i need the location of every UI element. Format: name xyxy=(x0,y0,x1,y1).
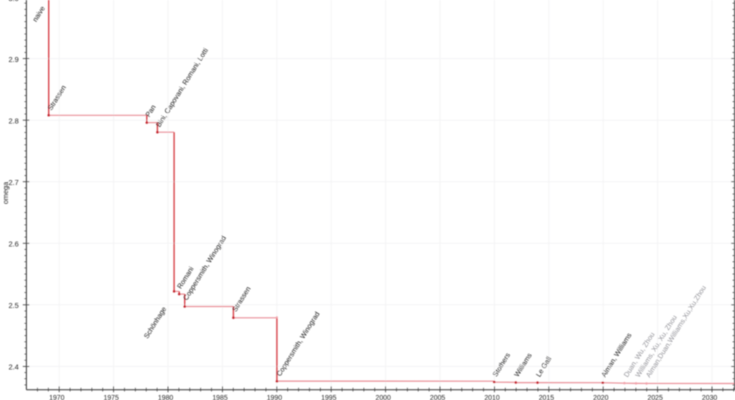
svg-text:2010: 2010 xyxy=(484,395,499,400)
svg-text:2025: 2025 xyxy=(648,395,663,400)
svg-text:2.7: 2.7 xyxy=(9,178,19,187)
svg-text:2.5: 2.5 xyxy=(9,301,19,310)
svg-text:2.8: 2.8 xyxy=(9,116,19,125)
svg-text:2005: 2005 xyxy=(430,395,445,400)
svg-text:3.0: 3.0 xyxy=(9,0,19,3)
svg-text:omega: omega xyxy=(1,181,10,204)
svg-text:2030: 2030 xyxy=(702,395,717,400)
svg-text:2015: 2015 xyxy=(539,395,554,400)
svg-text:2.9: 2.9 xyxy=(9,55,19,64)
svg-text:1995: 1995 xyxy=(321,395,336,400)
svg-text:1975: 1975 xyxy=(104,395,119,400)
svg-text:2.4: 2.4 xyxy=(9,363,19,372)
svg-text:1970: 1970 xyxy=(49,395,64,400)
svg-text:2020: 2020 xyxy=(593,395,608,400)
svg-text:2000: 2000 xyxy=(376,395,391,400)
svg-text:1980: 1980 xyxy=(158,395,173,400)
svg-text:1985: 1985 xyxy=(212,395,227,400)
svg-text:2.6: 2.6 xyxy=(9,240,19,249)
svg-text:1990: 1990 xyxy=(267,395,282,400)
